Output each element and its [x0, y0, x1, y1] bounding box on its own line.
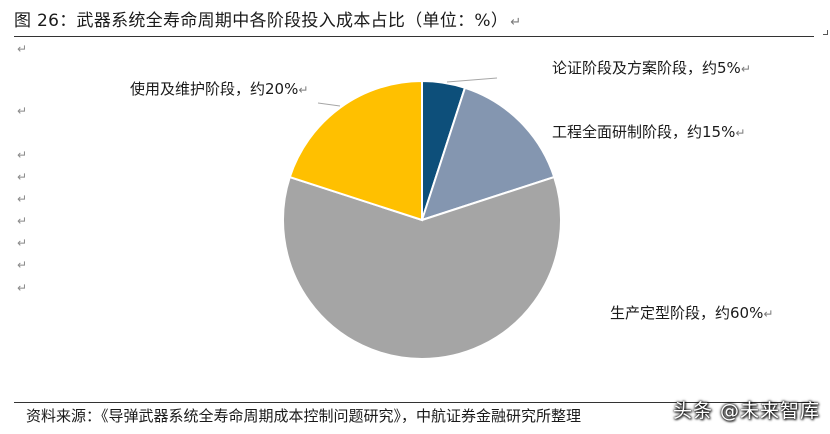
- slice-labels: 论证阶段及方案阶段，约5%↵ 工程全面研制阶段，约15%↵ 生产定型阶段，约60%↵…: [130, 59, 773, 322]
- pie-slice: [288, 79, 423, 222]
- leader-lines: [317, 77, 498, 107]
- paragraph-mark-icon: ↵: [17, 258, 28, 272]
- leader-line: [317, 102, 341, 107]
- paragraph-mark-icon: ↵: [17, 170, 28, 184]
- watermark: 头条 @未来智库: [672, 400, 820, 422]
- page-corner-mark: [823, 30, 828, 35]
- paragraph-mark-icon: ↵: [763, 307, 773, 321]
- slice-label: 使用及维护阶段，约20%↵: [130, 80, 308, 98]
- figure-title-text: 图 26：武器系统全寿命周期中各阶段投入成本占比（单位：%）: [14, 11, 509, 31]
- paragraph-mark-icon: ↵: [17, 104, 28, 118]
- paragraph-mark-icon: ↵: [17, 192, 28, 206]
- paragraph-mark-icon: ↵: [298, 83, 308, 97]
- paragraph-mark-icon: ↵: [17, 281, 28, 295]
- title-underline: [14, 10, 814, 37]
- paragraph-mark-icon: ↵: [17, 236, 28, 250]
- paragraph-mark-icon: ↵: [17, 148, 28, 162]
- paragraph-mark-icon: ↵: [17, 214, 28, 228]
- paragraph-mark-icon: ↵: [735, 126, 745, 140]
- slice-label: 工程全面研制阶段，约15%↵: [552, 123, 745, 141]
- leader-line: [446, 77, 498, 83]
- source-divider: [14, 402, 814, 403]
- paragraph-mark-icon: ↵: [741, 62, 751, 76]
- pie-slice: [282, 175, 562, 360]
- source-note: 资料来源：《导弹武器系统全寿命周期成本控制问题研究》，中航证券金融研究所整理: [26, 407, 582, 425]
- paragraph-mark-icon: ↵: [510, 15, 522, 30]
- figure-title: 图 26：武器系统全寿命周期中各阶段投入成本占比（单位：%） ↵: [14, 10, 521, 34]
- slice-label: 论证阶段及方案阶段，约5%↵: [552, 59, 751, 77]
- paragraph-mark-icon: ↵: [17, 42, 28, 56]
- pie-slices: [282, 79, 562, 360]
- slice-label: 生产定型阶段，约60%↵: [610, 304, 773, 322]
